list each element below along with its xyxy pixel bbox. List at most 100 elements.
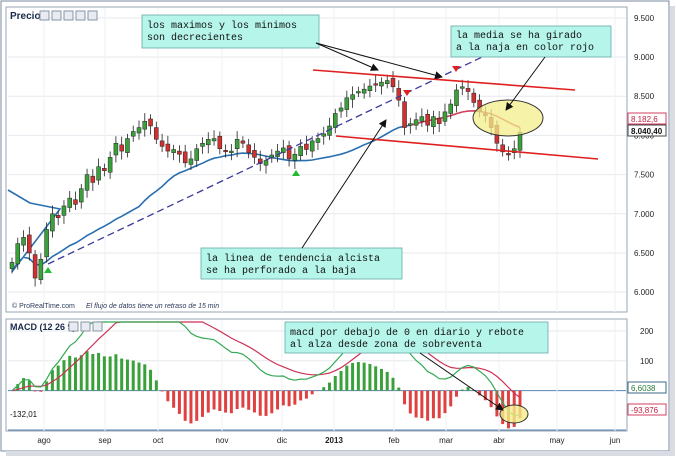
- candle-body: [224, 150, 228, 152]
- maximize-icon[interactable]: [88, 11, 97, 20]
- macd-histogram-bar: [420, 391, 423, 418]
- macd-left-value: -132,01: [10, 410, 38, 419]
- close-icon[interactable]: [93, 322, 102, 331]
- macd-signal-value: 6,6038: [631, 384, 656, 393]
- x-tick-label: dic: [277, 436, 287, 445]
- macd-histogram-bar: [443, 391, 446, 414]
- frame-shadow-bottom: [6, 451, 675, 456]
- candle-body: [56, 215, 60, 217]
- macd-histogram-bar: [282, 391, 285, 406]
- x-tick-label: may: [549, 436, 564, 445]
- candle-body: [241, 141, 245, 143]
- candle-body: [27, 235, 31, 253]
- macd-histogram-bar: [213, 391, 216, 410]
- macd-histogram-bar: [80, 355, 83, 390]
- macd-histogram-bar: [155, 380, 158, 390]
- candle-body: [91, 176, 95, 182]
- macd-histogram-bar: [403, 391, 406, 405]
- candle-body: [33, 255, 37, 279]
- macd-histogram-bar: [62, 360, 65, 390]
- macd-histogram-bar: [241, 391, 244, 408]
- candle-body: [16, 244, 20, 264]
- macd-histogram-bar: [386, 372, 389, 391]
- candle-body: [160, 141, 164, 146]
- macd-histogram-bar: [334, 376, 337, 391]
- candle-body: [339, 108, 343, 111]
- price-tick-label: 6.500: [634, 249, 655, 258]
- candle-body: [472, 93, 476, 102]
- price-tick-label: 7.500: [634, 171, 655, 180]
- macd-histogram-bar: [161, 391, 164, 392]
- macd-histogram-bar: [449, 391, 452, 407]
- candle-body: [149, 119, 153, 126]
- candle-body: [431, 117, 435, 127]
- candle-body: [351, 95, 355, 100]
- wrench-icon[interactable]: [69, 322, 78, 331]
- candle-body: [316, 139, 320, 143]
- macd-histogram-bar: [195, 391, 198, 421]
- candle-body: [39, 259, 43, 279]
- candle-body: [460, 87, 464, 89]
- candle-body: [22, 237, 26, 245]
- candle-body: [85, 175, 89, 191]
- candle-body: [74, 200, 78, 205]
- macd-histogram-bar: [357, 362, 360, 391]
- macd-histogram-bar: [184, 391, 187, 421]
- candle-body: [206, 139, 210, 144]
- candle-body: [201, 143, 205, 146]
- candle-body: [50, 214, 54, 231]
- close-icon[interactable]: [64, 11, 73, 20]
- macd-tool-icons: [69, 322, 102, 331]
- highlight-ellipse: [473, 100, 543, 136]
- candle-body: [154, 128, 158, 140]
- panel-tool-icons: [40, 11, 97, 20]
- x-tick-label: feb: [388, 436, 400, 445]
- edit-icon[interactable]: [81, 322, 90, 331]
- macd-histogram-bar: [311, 391, 314, 395]
- frame-shadow: [670, 6, 675, 453]
- macd-histogram-bar: [259, 391, 262, 416]
- candle-body: [62, 206, 66, 215]
- macd-histogram-bar: [438, 391, 441, 419]
- candle-body: [252, 150, 256, 157]
- candle-body: [212, 139, 216, 141]
- candle-body: [397, 88, 401, 100]
- candle-body: [368, 86, 372, 91]
- macd-histogram-bar: [109, 356, 112, 390]
- candle-body: [183, 152, 187, 163]
- candle-body: [125, 139, 129, 153]
- price-tick-label: 9.000: [634, 53, 655, 62]
- minimize-icon[interactable]: [76, 11, 85, 20]
- candle-body: [264, 160, 268, 165]
- macd-panel-title: MACD (12 26 9): [10, 322, 76, 332]
- candle-body: [299, 146, 303, 155]
- x-tick-label: sep: [99, 436, 112, 445]
- macd-histogram-bar: [91, 354, 94, 391]
- candle-body: [333, 113, 337, 127]
- price-tick-label: 6.000: [634, 288, 655, 297]
- candle-body: [79, 189, 83, 202]
- candle-body: [455, 90, 459, 106]
- macd-histogram-bar: [397, 388, 400, 391]
- edit-icon[interactable]: [52, 11, 61, 20]
- x-tick-label: abr: [493, 436, 505, 445]
- macd-histogram-bar: [490, 391, 493, 408]
- price-panel-title: Precio: [10, 11, 41, 22]
- macd-histogram-bar: [120, 359, 123, 391]
- wrench-icon[interactable]: [40, 11, 49, 20]
- macd-histogram-bar: [138, 363, 141, 391]
- candle-body: [172, 150, 176, 153]
- source-text: © ProRealTime.com: [12, 302, 75, 310]
- ma-value: 8.182,6: [631, 115, 658, 124]
- macd-histogram-bar: [299, 391, 302, 401]
- macd-histogram-bar: [392, 378, 395, 391]
- candle-body: [229, 151, 233, 153]
- candle-body: [287, 146, 291, 159]
- macd-histogram-bar: [351, 363, 354, 391]
- candle-body: [120, 145, 124, 151]
- macd-tick-label: 200: [640, 327, 654, 336]
- candle-body: [408, 124, 412, 126]
